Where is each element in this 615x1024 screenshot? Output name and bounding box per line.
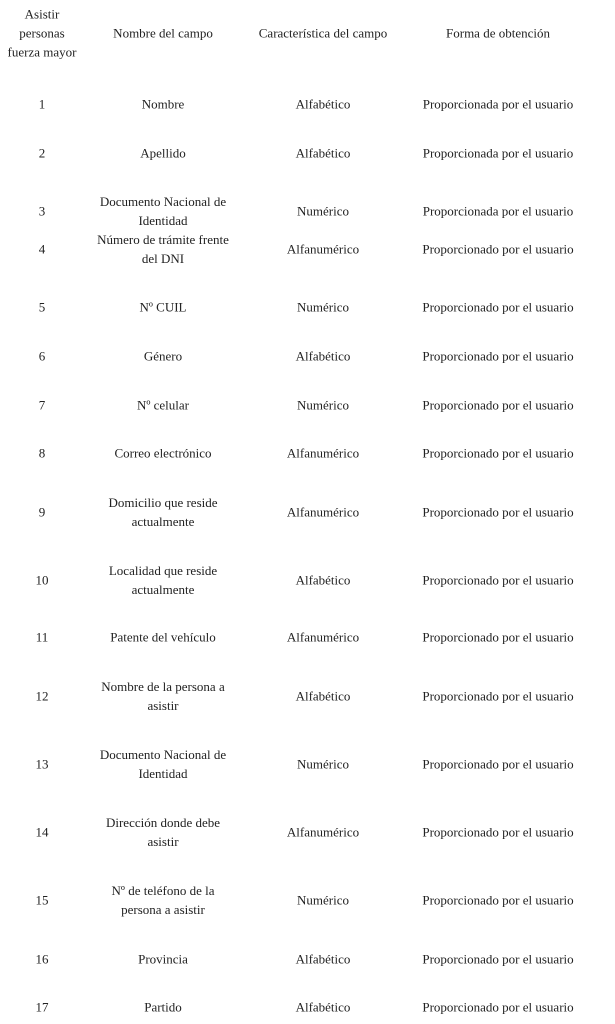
cell-number: 12 bbox=[35, 688, 49, 704]
cell-field-type: Numérico bbox=[297, 892, 349, 908]
cell-field-type: Numérico bbox=[297, 756, 349, 772]
cell-number: 10 bbox=[35, 572, 49, 588]
cell-field-name: Nº celular bbox=[136, 397, 190, 413]
cell-number: 11 bbox=[35, 629, 49, 645]
cell-number: 16 bbox=[35, 951, 49, 967]
cell-source: Proporcionado por el usuario bbox=[422, 999, 574, 1015]
cell-field-name: Nombre bbox=[141, 96, 185, 112]
cell-source: Proporcionado por el usuario bbox=[422, 348, 574, 364]
cell-field-type: Alfabético bbox=[295, 96, 351, 112]
cell-source: Proporcionado por el usuario bbox=[422, 824, 574, 840]
cell-field-name: Dirección donde debe asistir bbox=[105, 815, 221, 849]
cell-field-name: Documento Nacional de Identidad bbox=[99, 194, 227, 228]
cell-source: Proporcionado por el usuario bbox=[422, 504, 574, 520]
cell-field-type: Alfabético bbox=[295, 688, 351, 704]
cell-field-name: Domicilio que reside actualmente bbox=[108, 495, 218, 529]
cell-field-type: Alfanumérico bbox=[286, 824, 360, 840]
cell-field-name: Documento Nacional de Identidad bbox=[99, 747, 227, 781]
cell-field-type: Alfanumérico bbox=[286, 504, 360, 520]
cell-field-name: Nombre de la persona a asistir bbox=[101, 679, 225, 713]
cell-source: Proporcionado por el usuario bbox=[422, 951, 574, 967]
cell-source: Proporcionado por el usuario bbox=[422, 299, 574, 315]
cell-field-name: Correo electrónico bbox=[114, 445, 212, 461]
cell-number: 4 bbox=[38, 241, 46, 257]
cell-field-name: Localidad que reside actualmente bbox=[108, 563, 218, 597]
cell-field-name: Género bbox=[143, 348, 183, 364]
cell-field-type: Alfabético bbox=[295, 145, 351, 161]
cell-number: 5 bbox=[38, 299, 46, 315]
cell-source: Proporcionado por el usuario bbox=[422, 688, 574, 704]
header-field-name: Nombre del campo bbox=[113, 25, 213, 41]
cell-field-name: Apellido bbox=[140, 145, 186, 161]
cell-source: Proporcionada por el usuario bbox=[422, 145, 574, 161]
cell-field-type: Alfabético bbox=[295, 999, 351, 1015]
cell-field-type: Alfabético bbox=[295, 348, 351, 364]
cell-number: 8 bbox=[38, 445, 46, 461]
cell-number: 13 bbox=[35, 756, 49, 772]
cell-source: Proporcionado por el usuario bbox=[422, 241, 574, 257]
cell-number: 1 bbox=[38, 96, 46, 112]
cell-number: 14 bbox=[35, 824, 49, 840]
header-field-type: Característica del campo bbox=[258, 25, 388, 41]
cell-field-name: Patente del vehículo bbox=[110, 629, 216, 645]
cell-field-name: Provincia bbox=[138, 951, 188, 967]
cell-field-name: Número de trámite frente del DNI bbox=[97, 232, 229, 266]
cell-field-name: Nº de teléfono de la persona a asistir bbox=[111, 883, 215, 917]
cell-source: Proporcionado por el usuario bbox=[422, 445, 574, 461]
cell-field-type: Numérico bbox=[297, 299, 349, 315]
cell-field-type: Numérico bbox=[297, 203, 349, 219]
cell-field-type: Numérico bbox=[297, 397, 349, 413]
cell-source: Proporcionada por el usuario bbox=[422, 203, 574, 219]
cell-number: 15 bbox=[35, 892, 49, 908]
cell-field-name: Nº CUIL bbox=[139, 299, 187, 315]
cell-number: 3 bbox=[38, 203, 46, 219]
cell-source: Proporcionado por el usuario bbox=[422, 629, 574, 645]
cell-field-type: Alfanumérico bbox=[286, 629, 360, 645]
cell-source: Proporcionado por el usuario bbox=[422, 572, 574, 588]
cell-field-type: Alfanumérico bbox=[286, 445, 360, 461]
cell-number: 17 bbox=[35, 999, 49, 1015]
cell-source: Proporcionado por el usuario bbox=[422, 397, 574, 413]
cell-number: 7 bbox=[38, 397, 46, 413]
cell-number: 6 bbox=[38, 348, 46, 364]
cell-number: 9 bbox=[38, 504, 46, 520]
cell-source: Proporcionada por el usuario bbox=[422, 96, 574, 112]
cell-field-type: Alfabético bbox=[295, 572, 351, 588]
cell-field-name: Partido bbox=[144, 999, 182, 1015]
cell-number: 2 bbox=[38, 145, 46, 161]
cell-field-type: Alfanumérico bbox=[286, 241, 360, 257]
cell-source: Proporcionado por el usuario bbox=[422, 892, 574, 908]
cell-source: Proporcionado por el usuario bbox=[422, 756, 574, 772]
cell-field-type: Alfabético bbox=[295, 951, 351, 967]
header-source: Forma de obtención bbox=[446, 25, 550, 41]
header-number: Asistir personas fuerza mayor bbox=[7, 6, 77, 60]
